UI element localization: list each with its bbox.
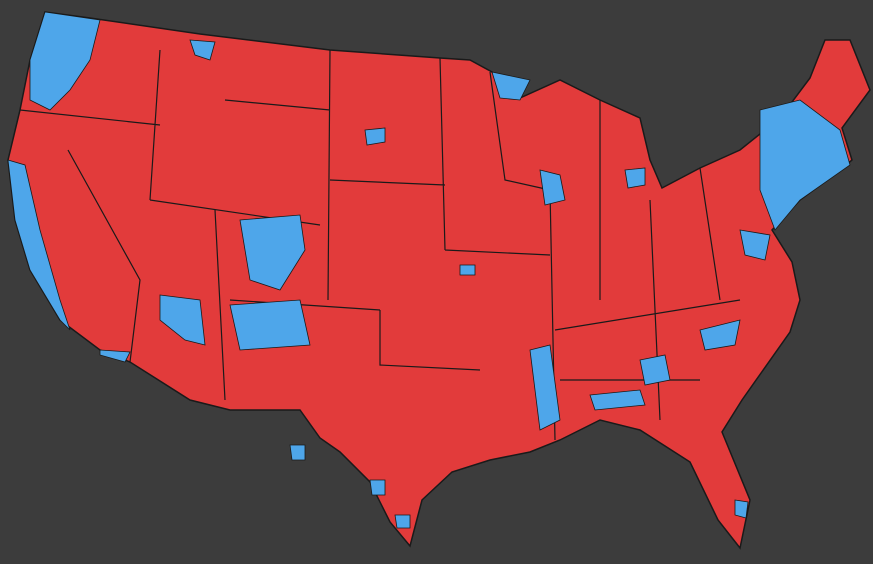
region [539,169,566,206]
region [639,354,671,386]
country-outline [7,11,871,550]
region [589,389,646,411]
blue-regions [7,11,851,529]
region [29,11,101,111]
region [739,229,771,261]
region [369,479,386,496]
region [7,159,71,331]
region [394,514,411,529]
region [734,499,749,519]
region [624,167,646,189]
region [159,294,206,346]
region [459,264,476,276]
region [759,99,851,231]
state-borders [19,49,741,441]
region [99,349,131,363]
region [491,71,531,101]
region [229,299,311,351]
region [189,39,216,61]
region [529,344,561,431]
region [239,214,306,291]
region [699,319,741,351]
region [364,127,386,146]
region [289,444,306,461]
